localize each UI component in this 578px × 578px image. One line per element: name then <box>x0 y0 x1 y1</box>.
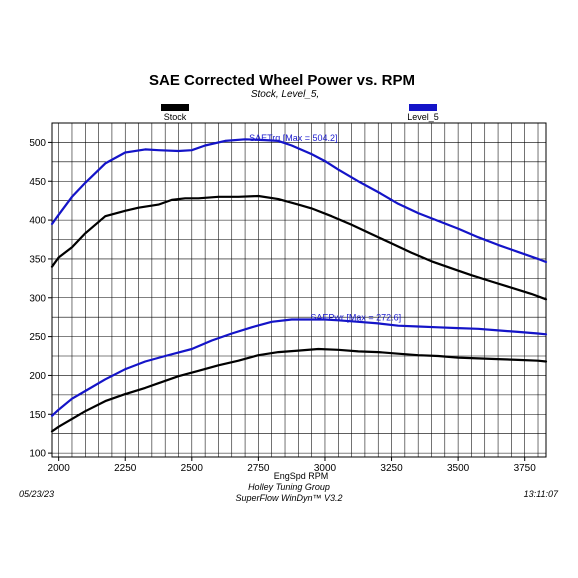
footer-date: 05/23/23 <box>19 489 54 499</box>
y-tick-label: 150 <box>29 410 46 421</box>
y-tick-label: 350 <box>29 254 46 265</box>
chart-subtitle: Stock, Level_5, <box>251 89 319 100</box>
footer-software: SuperFlow WinDyn™ V3.2 <box>236 493 343 503</box>
y-tick-label: 100 <box>29 449 46 460</box>
footer-time: 13:11:07 <box>524 489 559 499</box>
x-axis-label: EngSpd RPM <box>274 471 329 481</box>
y-tick-label: 200 <box>29 371 46 382</box>
plot-area: 100 150 200 250 300 350 400 450 500 2000 2250 2500 2… <box>29 122 548 474</box>
y-tick-label: 450 <box>29 177 46 188</box>
x-tick-label: 3500 <box>447 463 470 474</box>
series-line-level-5-saepwr <box>50 318 548 417</box>
x-tick-label: 2000 <box>48 463 71 474</box>
legend-label-level5: Level_5 <box>407 112 439 122</box>
x-tick-label: 2500 <box>181 463 204 474</box>
annotation-power-max: SAEPwr [Max = 272.6] <box>310 312 401 322</box>
legend: Stock Level_5 <box>161 104 439 122</box>
y-tick-label: 300 <box>29 293 46 304</box>
x-tick-label: 3000 <box>314 463 337 474</box>
series-line-level-5-saetrq <box>50 138 548 264</box>
plot-frame <box>51 122 547 458</box>
y-tick-label: 500 <box>29 138 46 149</box>
series-line-stock-saetrq <box>50 194 548 301</box>
legend-swatch-level5 <box>409 104 437 111</box>
series-line-stock-saepwr <box>50 347 548 433</box>
legend-label-stock: Stock <box>164 112 187 122</box>
chart-title: SAE Corrected Wheel Power vs. RPM <box>149 72 415 89</box>
y-tick-label: 250 <box>29 332 46 343</box>
x-tick-label: 2750 <box>247 463 270 474</box>
x-tick-label: 3250 <box>380 463 403 474</box>
y-tick-label: 400 <box>29 216 46 227</box>
footer-company: Holley Tuning Group <box>248 482 330 492</box>
x-tick-label: 3750 <box>514 463 537 474</box>
x-tick-label: 2250 <box>114 463 137 474</box>
annotation-torque-max: SAETrq [Max = 504.2] <box>249 133 337 143</box>
legend-swatch-stock <box>161 104 189 111</box>
